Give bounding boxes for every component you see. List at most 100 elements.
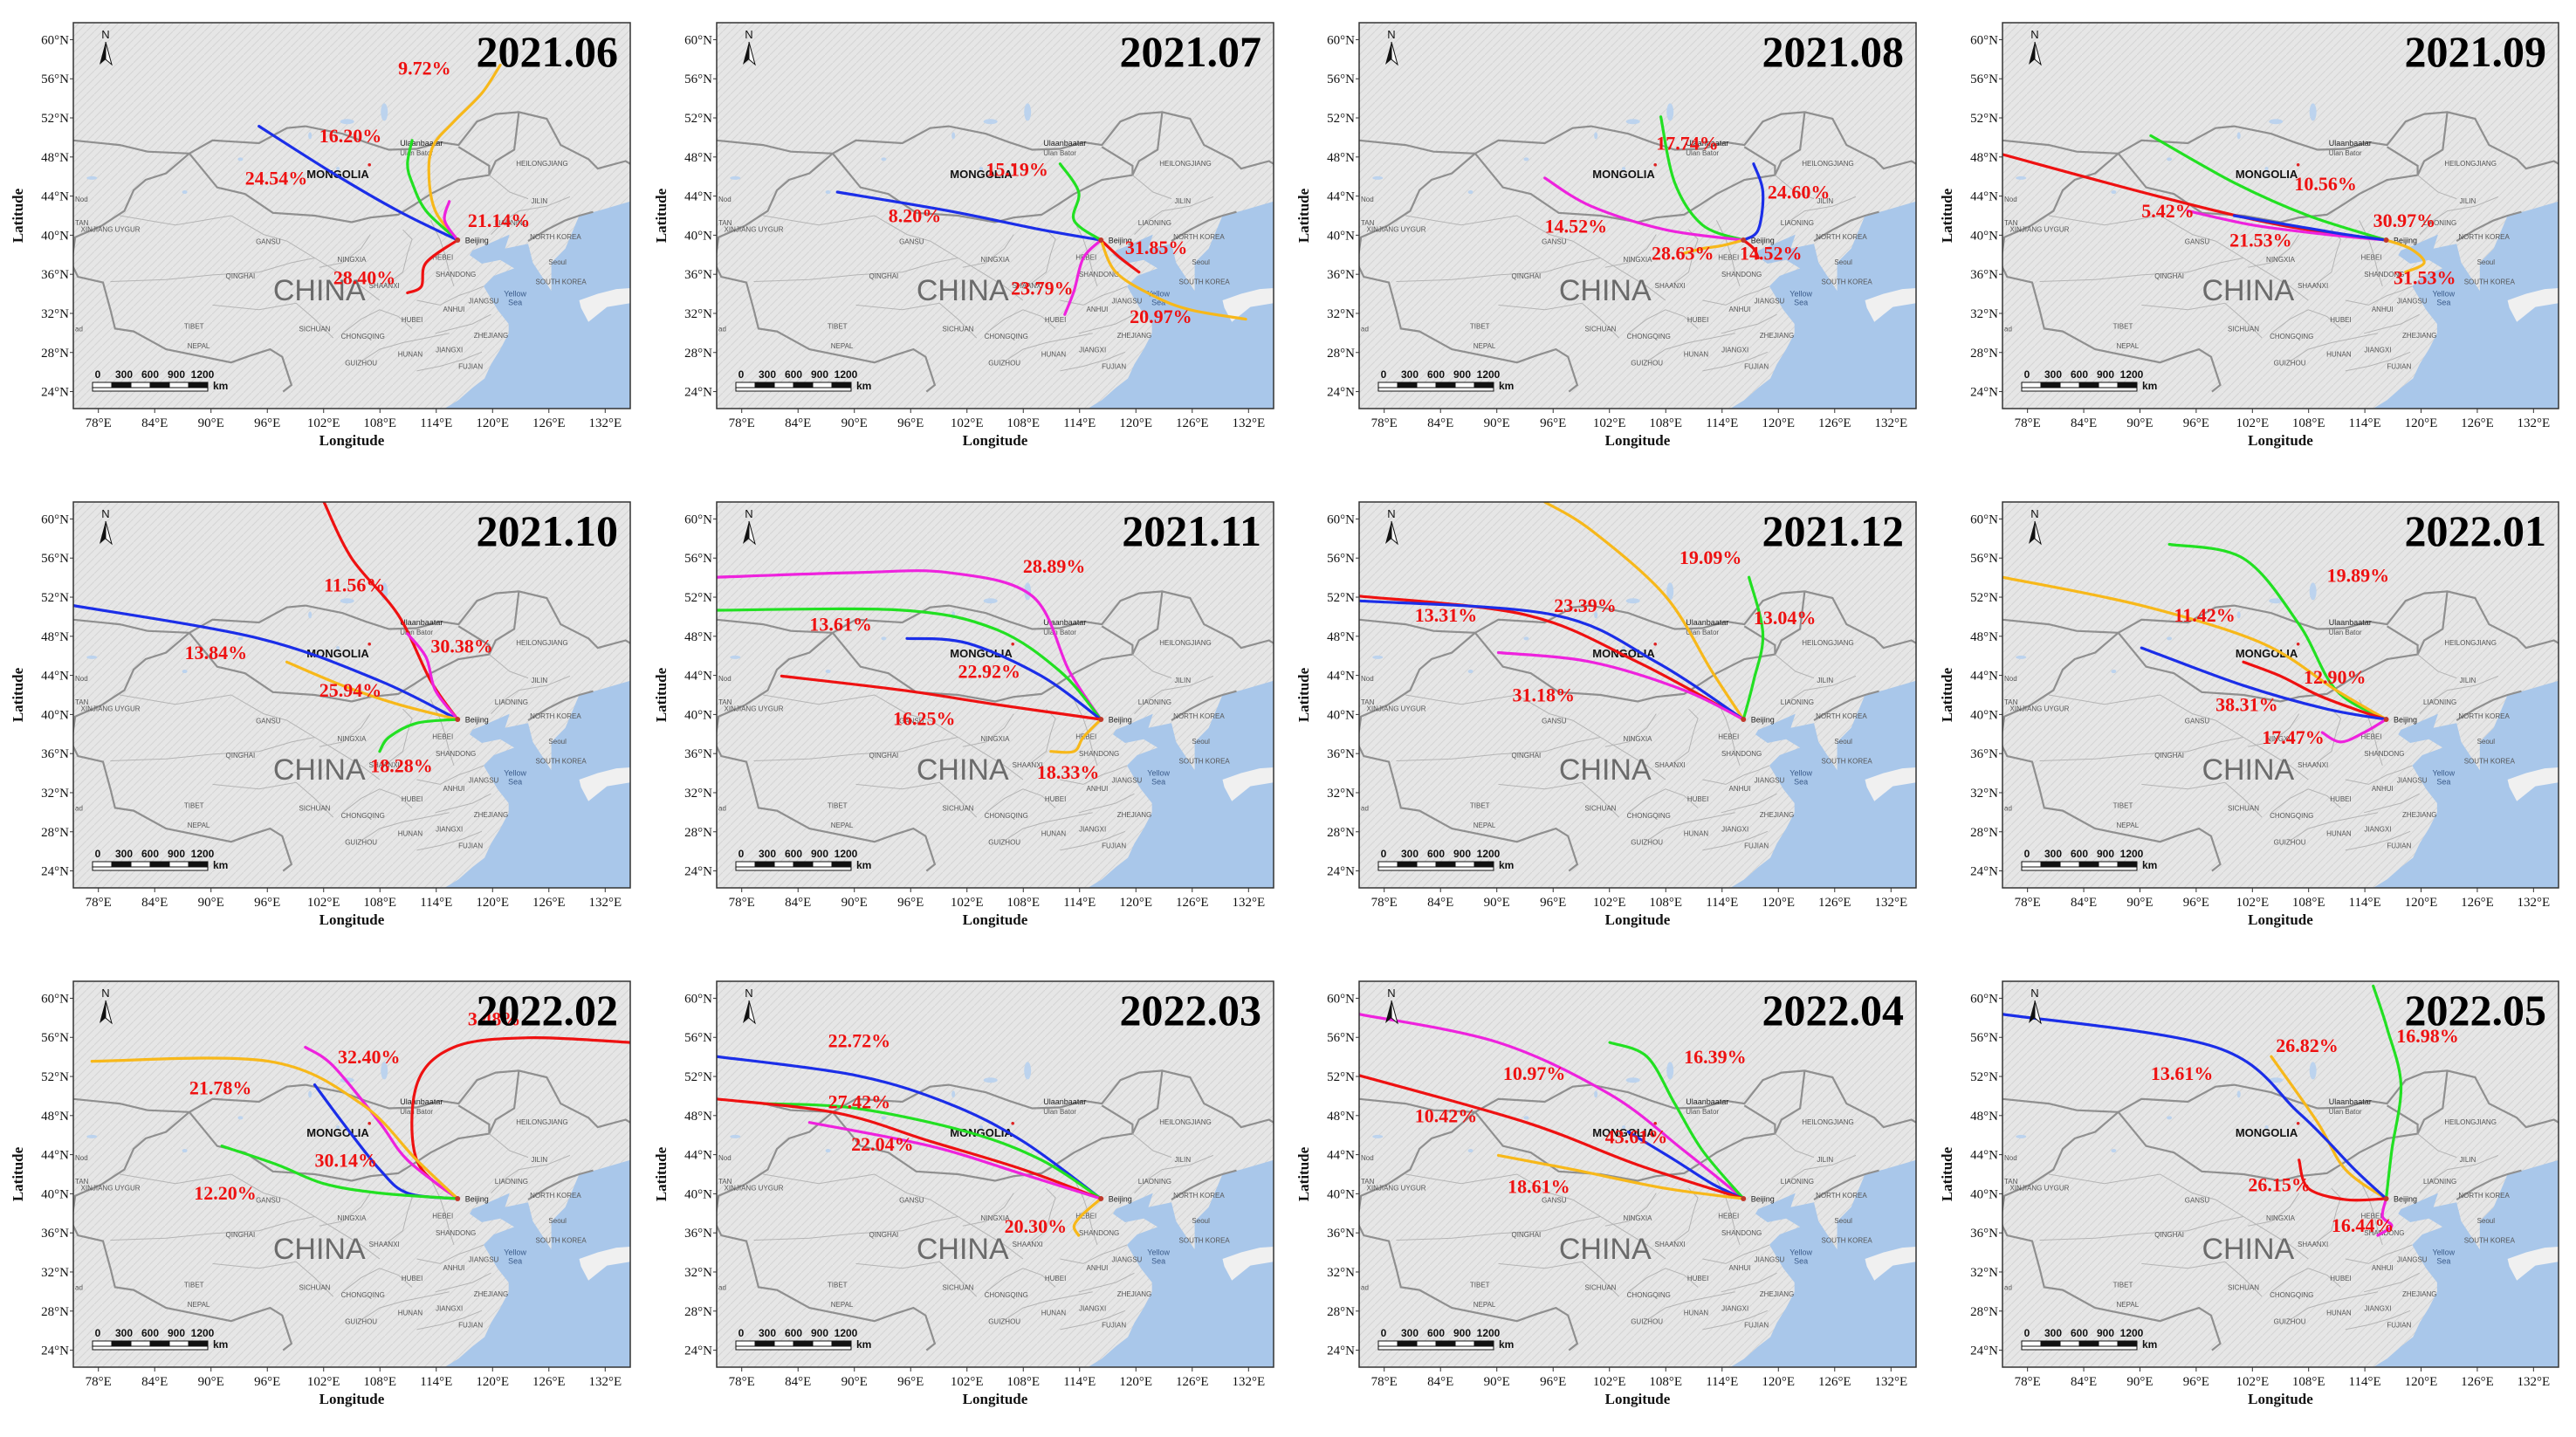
scale-unit: km xyxy=(1499,380,1514,392)
province-label: SICHUAN xyxy=(942,326,973,333)
province-label: JIANGXI xyxy=(1079,1304,1106,1312)
yellow-sea-label-sub: Sea xyxy=(1151,777,1165,786)
yellow-sea-label: Yellow xyxy=(1147,769,1170,778)
south-korea-label: SOUTH KOREA xyxy=(1179,278,1231,286)
scale-tick: 1200 xyxy=(2120,368,2144,381)
province-label: ZHEJIANG xyxy=(1760,332,1795,340)
edge-label: Nod xyxy=(1361,1154,1374,1162)
trajectory-green xyxy=(1741,575,1765,721)
seoul-label: Seoul xyxy=(548,258,567,266)
yellow-sea-label-sub: Sea xyxy=(2436,777,2450,786)
province-label: CHONGQING xyxy=(985,1291,1028,1299)
province-label: CHONGQING xyxy=(2270,812,2313,820)
trajectory-percent-label: 32.40% xyxy=(338,1046,401,1068)
y-tick-label: 44°N xyxy=(41,1149,69,1163)
y-tick-label: 40°N xyxy=(41,1187,69,1201)
beijing-label: Beijing xyxy=(465,1194,489,1203)
y-tick-label: 44°N xyxy=(41,670,69,684)
province-label: HUBEI xyxy=(1687,316,1708,324)
trajectory-percent-label: 13.61% xyxy=(2151,1062,2214,1084)
scale-unit: km xyxy=(213,859,228,871)
province-label: JIANGSU xyxy=(2397,1255,2428,1263)
x-tick-label: 96°E xyxy=(2183,896,2209,910)
x-tick-label: 96°E xyxy=(1540,1375,1566,1389)
province-label: HEILONGJIANG xyxy=(1159,160,1212,168)
north-arrow-label: N xyxy=(101,987,109,1000)
province-label: XINJIANG UYGUR xyxy=(1367,225,1426,233)
province-label: HEILONGJIANG xyxy=(516,1118,568,1126)
trajectory-magenta xyxy=(443,200,459,242)
y-tick-label: 32°N xyxy=(41,1266,69,1280)
x-tick-label: 132°E xyxy=(2517,1375,2550,1389)
x-tick-label: 132°E xyxy=(1874,416,1907,430)
scale-tick: 300 xyxy=(115,848,133,860)
y-tick-label: 32°N xyxy=(41,307,69,321)
edge-label: Nod xyxy=(2004,675,2017,683)
province-label: QINGHAI xyxy=(2154,272,2184,280)
trajectory-red xyxy=(406,238,459,294)
province-label: GANSU xyxy=(256,1196,281,1204)
trajectory-red xyxy=(1741,238,1760,260)
province-label: GUIZHOU xyxy=(1631,838,1663,846)
origin-marker xyxy=(455,717,461,723)
seoul-label: Seoul xyxy=(1834,1217,1852,1225)
province-label: SHAANXI xyxy=(369,761,400,769)
province-label: JIANGSU xyxy=(2397,776,2428,784)
north-korea-label: NORTH KOREA xyxy=(530,1192,581,1200)
trajectory-yellow xyxy=(2002,575,2388,721)
province-label: LIAONING xyxy=(2423,219,2456,227)
province-label: ZHEJIANG xyxy=(1117,332,1152,340)
province-label: HUNAN xyxy=(1684,830,1709,838)
y-tick-label: 44°N xyxy=(1970,190,1998,204)
province-label: HUBEI xyxy=(1045,795,1066,803)
x-tick-label: 90°E xyxy=(198,896,224,910)
y-tick-label: 44°N xyxy=(1327,1149,1355,1163)
y-axis-title: Latitude xyxy=(10,1146,26,1201)
province-label: GUIZHOU xyxy=(345,1317,377,1325)
province-label: CHONGQING xyxy=(985,333,1028,340)
y-tick-label: 28°N xyxy=(684,826,712,840)
province-label: ZHEJIANG xyxy=(1760,1290,1795,1298)
scale-tick: 900 xyxy=(168,848,185,860)
trajectory-magenta xyxy=(1359,1013,1745,1200)
y-axis-title: Latitude xyxy=(1939,188,1955,243)
province-label: HEBEI xyxy=(1718,254,1739,262)
origin-marker xyxy=(455,237,461,244)
ulaanbaatar-label-sub: Ulan Bator xyxy=(1686,1108,1719,1116)
x-tick-label: 84°E xyxy=(141,896,168,910)
south-korea-label: SOUTH KOREA xyxy=(1179,758,1231,766)
scale-tick: 1200 xyxy=(1477,848,1501,860)
province-label: NINGXIA xyxy=(1624,735,1653,743)
trajectory-yellow xyxy=(90,1056,459,1200)
x-tick-label: 96°E xyxy=(897,1375,924,1389)
province-label: HUNAN xyxy=(398,1310,423,1317)
x-tick-label: 78°E xyxy=(1371,416,1398,430)
panel-frame xyxy=(72,501,631,889)
beijing-label: Beijing xyxy=(1109,715,1132,724)
trajectory-green xyxy=(1659,115,1745,242)
north-korea-label: NORTH KOREA xyxy=(2458,233,2510,241)
y-tick-label: 56°N xyxy=(1970,1031,1998,1045)
scale-tick: 900 xyxy=(811,368,828,381)
x-tick-label: 108°E xyxy=(1006,1375,1040,1389)
panel-date-title: 2021.07 xyxy=(1120,27,1262,76)
edge-label: Nod xyxy=(2004,1154,2017,1162)
y-tick-label: 60°N xyxy=(41,33,69,47)
province-label: GUIZHOU xyxy=(2274,838,2306,846)
ulaanbaatar-marker xyxy=(368,162,372,167)
province-label: TIBET xyxy=(2113,1281,2133,1289)
north-arrow-icon: N xyxy=(2029,507,2042,546)
province-label: SHANDONG xyxy=(1079,750,1119,758)
y-tick-label: 48°N xyxy=(1327,630,1355,644)
trajectory-blue xyxy=(1741,162,1765,242)
province-label: QINGHAI xyxy=(1512,752,1542,760)
north-arrow-label: N xyxy=(2030,507,2038,520)
scale-tick: 1200 xyxy=(1477,1327,1501,1339)
y-tick-label: 48°N xyxy=(1970,151,1998,165)
ulaanbaatar-label-sub: Ulan Bator xyxy=(1686,149,1719,157)
scale-tick: 1200 xyxy=(1477,368,1501,381)
north-arrow-icon: N xyxy=(100,987,113,1025)
province-label: NEPAL xyxy=(831,342,854,350)
y-axis-title: Latitude xyxy=(1939,667,1955,722)
trajectory-percent-label: 38.31% xyxy=(2215,693,2278,715)
